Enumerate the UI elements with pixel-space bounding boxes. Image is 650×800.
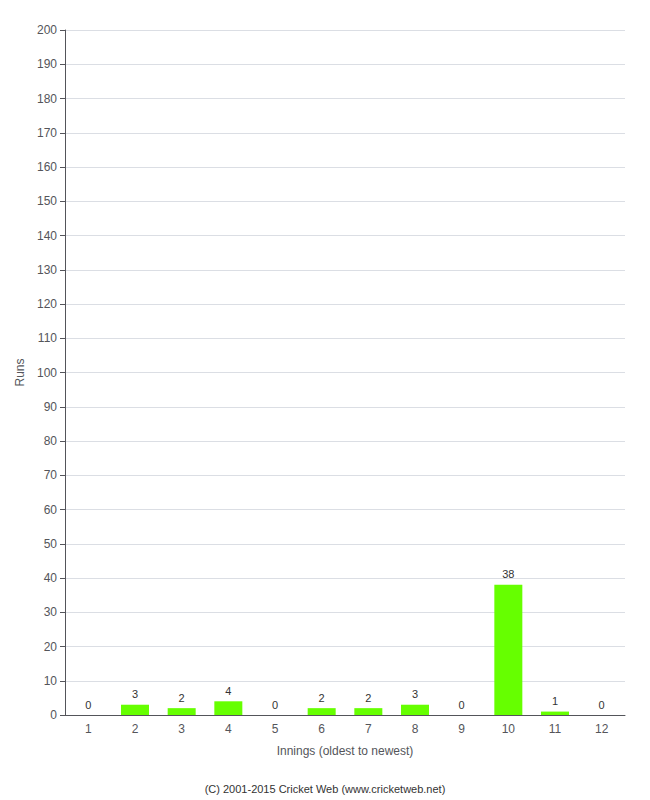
svg-text:0: 0 — [85, 699, 91, 711]
svg-text:170: 170 — [37, 126, 57, 140]
svg-text:0: 0 — [272, 699, 278, 711]
svg-text:6: 6 — [318, 722, 325, 736]
svg-text:160: 160 — [37, 160, 57, 174]
svg-text:(C) 2001-2015 Cricket Web (www: (C) 2001-2015 Cricket Web (www.cricketwe… — [205, 783, 446, 795]
svg-text:2: 2 — [365, 692, 371, 704]
svg-text:5: 5 — [272, 722, 279, 736]
svg-text:80: 80 — [44, 434, 58, 448]
svg-text:70: 70 — [44, 468, 58, 482]
svg-text:130: 130 — [37, 263, 57, 277]
svg-text:4: 4 — [225, 722, 232, 736]
svg-text:10: 10 — [502, 722, 516, 736]
svg-text:10: 10 — [44, 674, 58, 688]
svg-text:110: 110 — [38, 331, 57, 345]
svg-text:38: 38 — [502, 568, 514, 580]
svg-text:0: 0 — [50, 708, 57, 722]
svg-text:1: 1 — [552, 695, 558, 707]
svg-text:140: 140 — [37, 229, 57, 243]
svg-text:90: 90 — [44, 400, 58, 414]
svg-text:3: 3 — [132, 688, 138, 700]
svg-text:180: 180 — [37, 92, 57, 106]
svg-text:50: 50 — [44, 537, 58, 551]
svg-text:2: 2 — [319, 692, 325, 704]
svg-text:7: 7 — [365, 722, 372, 736]
svg-text:20: 20 — [44, 640, 58, 654]
svg-text:60: 60 — [44, 503, 58, 517]
svg-text:8: 8 — [412, 722, 419, 736]
svg-text:150: 150 — [37, 194, 57, 208]
svg-text:12: 12 — [595, 722, 609, 736]
svg-text:3: 3 — [412, 688, 418, 700]
svg-text:100: 100 — [37, 366, 57, 380]
svg-text:200: 200 — [37, 23, 57, 37]
svg-text:0: 0 — [459, 699, 465, 711]
svg-text:3: 3 — [178, 722, 185, 736]
svg-text:2: 2 — [132, 722, 139, 736]
svg-text:190: 190 — [37, 57, 57, 71]
svg-text:Innings (oldest to newest): Innings (oldest to newest) — [277, 744, 414, 758]
svg-text:Runs: Runs — [13, 358, 27, 386]
svg-text:11: 11 — [549, 722, 562, 736]
svg-text:9: 9 — [458, 722, 465, 736]
svg-text:4: 4 — [225, 685, 231, 697]
svg-text:40: 40 — [44, 571, 58, 585]
svg-text:2: 2 — [179, 692, 185, 704]
svg-text:30: 30 — [44, 605, 58, 619]
svg-text:120: 120 — [37, 297, 57, 311]
svg-text:1: 1 — [85, 722, 92, 736]
svg-text:0: 0 — [599, 699, 605, 711]
